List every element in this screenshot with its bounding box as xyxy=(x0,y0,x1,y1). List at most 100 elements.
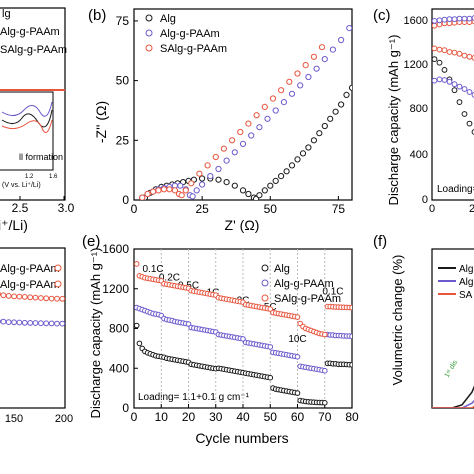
panel-b-point-0-29 xyxy=(310,137,317,144)
panel-b-point-0-15 xyxy=(239,187,247,194)
panel-b-point-0-33 xyxy=(332,108,339,115)
panel-b-point-2-13 xyxy=(212,153,219,161)
panel-b-point-2-14 xyxy=(220,145,227,152)
panel-e-rate-label-6: 10C xyxy=(288,334,306,345)
panel-a-inset-label: ll formation xyxy=(19,152,63,162)
panel-c-point-2-6 xyxy=(461,52,468,59)
panel-e-marks xyxy=(134,261,352,406)
panel-d-point-1-7 xyxy=(32,320,39,326)
panel-a-inset-trace-paam xyxy=(1,101,53,117)
panel-a-inset-tick-2: 1.6 xyxy=(49,174,58,180)
panel-e-y-tick-label-1: 400 xyxy=(109,361,129,375)
panel-a-frame xyxy=(0,7,66,201)
panel-f-ylabel: Volumetric change (%) xyxy=(390,255,405,386)
panel-d-point-0-2 xyxy=(5,293,12,299)
panel-d-frame xyxy=(0,247,66,409)
panel-c-point-0-1 xyxy=(436,59,443,66)
panel-b-point-2-8 xyxy=(178,192,185,199)
panel-b-point-2-24 xyxy=(302,62,309,69)
panel-b-point-0-20 xyxy=(261,187,268,194)
panel-b-point-1-12 xyxy=(199,181,206,188)
panel-c-point-2-1 xyxy=(436,46,443,53)
panel-a-legend-1: lg xyxy=(2,8,11,20)
panel-b-point-1-15 xyxy=(223,157,230,164)
panel-b-point-2-21 xyxy=(278,87,285,94)
panel-e-legend-2: Alg-g-PAAm xyxy=(274,278,334,290)
panel-e-y-tick-label-4: 1600 xyxy=(102,242,129,256)
panel-b-point-0-13 xyxy=(223,179,230,186)
panel-e-x-tick-label-1: 10 xyxy=(155,410,169,424)
panel-a: ll formation (V vs. Li⁺/Li) 1.2 1.6 2.5 … xyxy=(0,7,75,233)
panel-b-point-0-36 xyxy=(348,84,352,91)
panel-b-point-0-28 xyxy=(305,144,312,151)
panel-d-point-0-10 xyxy=(48,295,55,302)
panel-e-label: (e) xyxy=(82,233,100,250)
panel-c-y-tick-0: 0 xyxy=(422,194,428,206)
panel-b-point-1-19 xyxy=(256,124,263,131)
panel-a-inset-trace-alg xyxy=(1,109,53,128)
panel-e-point-2-49 xyxy=(267,306,274,312)
panel-b-frame xyxy=(133,8,353,201)
panel-c-point-2-0 xyxy=(432,45,438,52)
panel-c-point-0-7 xyxy=(466,120,473,127)
panel-b-x-tick-label-1: 25 xyxy=(195,202,209,216)
panel-e-y-tick-label-3: 1200 xyxy=(102,282,129,296)
panel-d-legend-1: Alg-g-PAAm xyxy=(0,263,60,275)
panel-b-point-2-11 xyxy=(196,170,203,177)
panel-d-point-1-5 xyxy=(21,319,28,326)
panel-e-x-tick-label-6: 60 xyxy=(291,410,305,424)
panel-c-point-1-1 xyxy=(436,76,443,83)
panel-b-point-1-23 xyxy=(288,90,296,97)
panel-e-point-2-59 xyxy=(294,314,301,320)
panel-c-point-2-2 xyxy=(441,47,448,54)
panel-b-axes: 0 25 50 75 0 25 50 75 xyxy=(116,14,346,216)
panel-e-point-1-59 xyxy=(294,354,301,360)
panel-b-point-1-27 xyxy=(321,56,328,63)
panel-b-point-2-20 xyxy=(269,95,277,102)
panel-d-point-0-4 xyxy=(16,293,23,300)
panel-a-inset-axis-label: (V vs. Li⁺/Li) xyxy=(2,182,41,189)
panel-e-loading: Loading= 1.1+0.1 g cm⁻¹ xyxy=(138,392,250,403)
panel-e-x-tick-label-4: 40 xyxy=(236,410,250,424)
panel-c: (c) Discharge capacity (mAh g⁻¹) 1600 12… xyxy=(373,7,474,215)
panel-b-point-0-32 xyxy=(327,115,334,122)
panel-b-y-tick-label-2: 50 xyxy=(116,74,130,88)
panel-b-point-0-21 xyxy=(267,182,274,189)
panel-c-y-tick-1600: 1600 xyxy=(404,15,428,27)
panel-b-point-1-21 xyxy=(272,107,279,114)
panel-c-point-4-0 xyxy=(432,18,438,24)
panel-b-point-2-1 xyxy=(144,190,151,198)
panel-b-point-2-9 xyxy=(182,187,189,194)
panel-b-point-2-19 xyxy=(261,103,268,111)
panel-b-x-tick-label-3: 75 xyxy=(332,202,346,216)
panel-a-x-tick-1: 2.5 xyxy=(12,201,29,215)
panel-d-point-1-6 xyxy=(27,320,34,326)
panel-e-x-tick-label-2: 20 xyxy=(182,410,196,424)
panel-b-point-1-20 xyxy=(264,115,271,122)
panel-b-point-0-25 xyxy=(288,162,296,169)
panel-a-legend-3: SAlg-g-PAAm xyxy=(0,44,67,56)
panel-d-point-0-12 xyxy=(59,295,65,302)
panel-b-point-0-22 xyxy=(272,177,279,184)
panel-e-x-tick-label-0: 0 xyxy=(131,410,138,424)
panel-b-point-0-30 xyxy=(316,130,323,137)
panel-e-legend-marker-2 xyxy=(261,294,269,302)
panel-e-point-2-69 xyxy=(322,331,328,338)
panel-a-x-tick-2: 3.0 xyxy=(58,201,75,215)
panel-f-note: 1ˢᵗ dis xyxy=(444,359,460,379)
panel-c-point-1-5 xyxy=(456,83,463,90)
panel-e-rate-label-0: 0.1C xyxy=(143,264,164,275)
panel-b-point-2-3 xyxy=(155,187,162,194)
panel-f-legend-2: Alg xyxy=(459,277,473,288)
panel-c-point-4-5 xyxy=(456,15,463,22)
panel-b-point-1-22 xyxy=(280,99,287,106)
panel-e-legend-marker-0 xyxy=(261,264,269,272)
panel-c-x-tick-0: 0 xyxy=(429,203,435,215)
panel-b-point-1-26 xyxy=(313,65,320,72)
panel-c-x-tick-2: 2 xyxy=(469,203,474,215)
panel-e-point-1-49 xyxy=(267,344,274,350)
panel-c-loading: Loading= xyxy=(437,184,474,195)
panel-c-ylabel: Discharge capacity (mAh g⁻¹) xyxy=(386,35,401,206)
panel-c-point-0-0 xyxy=(432,56,438,62)
